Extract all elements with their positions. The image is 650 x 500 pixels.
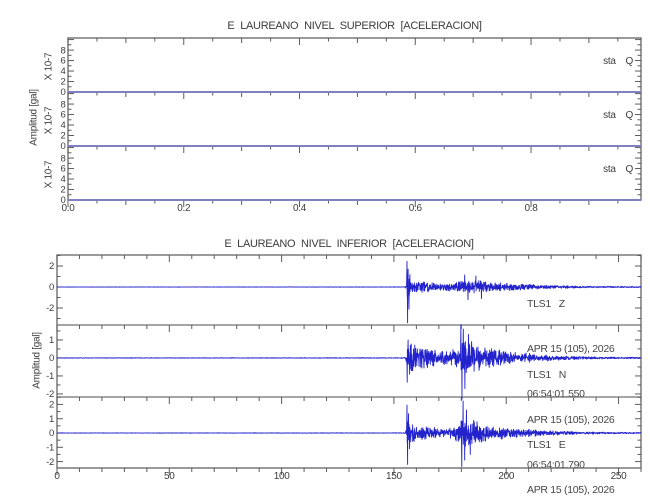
y-tick-label: 0 bbox=[61, 195, 66, 206]
x-tick-label: 0.8 bbox=[525, 203, 539, 214]
y-tick-label: 0 bbox=[49, 428, 54, 439]
superior-y-axis-label: Amplitud [gal] bbox=[28, 89, 40, 146]
trace-id-z: TLS1 Z bbox=[527, 298, 565, 310]
y-tick-label: 2 bbox=[49, 400, 54, 411]
superior-frame bbox=[67, 37, 642, 201]
x-tick-label: 0.4 bbox=[293, 203, 307, 214]
y-tick-label: 0 bbox=[61, 87, 66, 98]
y-tick-label: -2 bbox=[46, 457, 54, 468]
x-tick-label: 0.0 bbox=[61, 203, 75, 214]
y-tick-label: 8 bbox=[61, 45, 66, 56]
y-tick-label: 1 bbox=[49, 335, 54, 346]
superior-unit-label-2: X 10-7 bbox=[43, 106, 55, 135]
y-tick-label: 2 bbox=[61, 131, 66, 142]
y-tick-label: -2 bbox=[46, 389, 54, 400]
x-tick-label: 0.6 bbox=[409, 203, 423, 214]
superior-unit-label-1: X 10-7 bbox=[43, 52, 55, 81]
y-tick-label: 2 bbox=[61, 185, 66, 196]
y-tick-label: 0 bbox=[49, 282, 54, 293]
inferior-y-axis-label: Amplitud [gal] bbox=[31, 332, 43, 389]
superior-panel-title: E LAUREANO NIVEL SUPERIOR [ACELERACION] bbox=[227, 20, 482, 32]
y-tick-label: 2 bbox=[49, 261, 54, 272]
x-tick-label: 150 bbox=[386, 471, 403, 482]
y-tick-label: 0 bbox=[49, 353, 54, 364]
y-tick-label: -1 bbox=[46, 371, 54, 382]
y-tick-label: 6 bbox=[61, 164, 66, 175]
y-tick-label: 6 bbox=[61, 56, 66, 67]
y-tick-label: 1 bbox=[49, 414, 54, 425]
x-tick-label: 50 bbox=[164, 471, 175, 482]
x-tick-label: 200 bbox=[498, 471, 515, 482]
y-tick-label: 2 bbox=[61, 77, 66, 88]
x-tick-label: 0 bbox=[54, 471, 60, 482]
y-tick-label: 8 bbox=[61, 99, 66, 110]
trace-date-e: APR 15 (105), 2026 bbox=[527, 484, 615, 496]
y-tick-label: -2 bbox=[46, 303, 54, 314]
y-tick-label: 6 bbox=[61, 110, 66, 121]
superior-trace-label-3: sta Q bbox=[603, 164, 633, 175]
x-tick-label: 100 bbox=[274, 471, 291, 482]
superior-trace-label-2: sta Q bbox=[603, 110, 633, 121]
y-tick-label: 4 bbox=[61, 174, 66, 185]
trace-annotation-e: TLS1 E APR 15 (105), 2026 06:54:01.140 bbox=[527, 408, 615, 500]
y-tick-label: 0 bbox=[61, 141, 66, 152]
inferior-panel-title: E LAUREANO NIVEL INFERIOR [ACELERACION] bbox=[224, 238, 474, 250]
y-tick-label: 4 bbox=[61, 120, 66, 131]
y-tick-label: -1 bbox=[46, 442, 54, 453]
y-tick-label: 8 bbox=[61, 153, 66, 164]
trace-id-e: TLS1 E bbox=[527, 439, 566, 451]
superior-trace-label-1: sta Q bbox=[603, 56, 633, 67]
y-tick-label: 4 bbox=[61, 66, 66, 77]
superior-unit-label-3: X 10-7 bbox=[43, 160, 55, 189]
x-tick-label: 0.2 bbox=[177, 203, 191, 214]
trace-id-n: TLS1 N bbox=[527, 369, 567, 381]
